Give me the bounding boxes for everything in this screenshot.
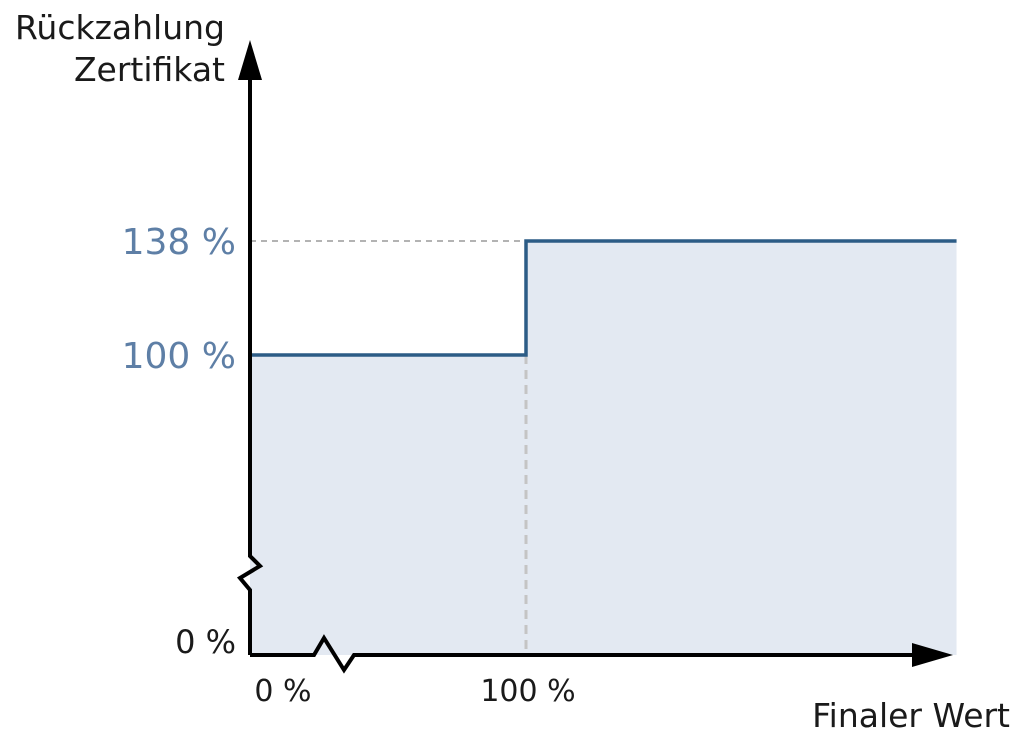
x-axis (250, 634, 953, 674)
x-axis-line (250, 634, 915, 674)
x-tick-labels: 0 % 100 % (254, 674, 575, 709)
y-tick-labels: 0 % 100 % 138 % (122, 222, 236, 661)
x-axis-label: Finaler Wert (812, 696, 1010, 731)
x-axis-arrowhead (912, 643, 953, 667)
y-tick-label: 138 % (122, 222, 236, 263)
y-axis-line (236, 78, 264, 655)
guide-lines (250, 240, 528, 655)
x-tick-label: 0 % (254, 674, 311, 709)
y-axis (236, 40, 264, 655)
y-tick-label: 100 % (122, 336, 236, 377)
y-axis-label-line1: Rückzahlung (15, 8, 225, 47)
payoff-area-segment-1 (250, 355, 526, 655)
y-axis-label-line2: Zertifikat (74, 50, 225, 89)
payoff-step-line (250, 239, 957, 357)
payoff-line (250, 239, 957, 357)
payoff-area-segment-2 (526, 241, 957, 655)
payoff-fill (250, 241, 957, 655)
y-tick-label: 0 % (175, 623, 236, 661)
x-tick-label: 100 % (480, 674, 575, 709)
y-axis-arrowhead (238, 40, 262, 80)
